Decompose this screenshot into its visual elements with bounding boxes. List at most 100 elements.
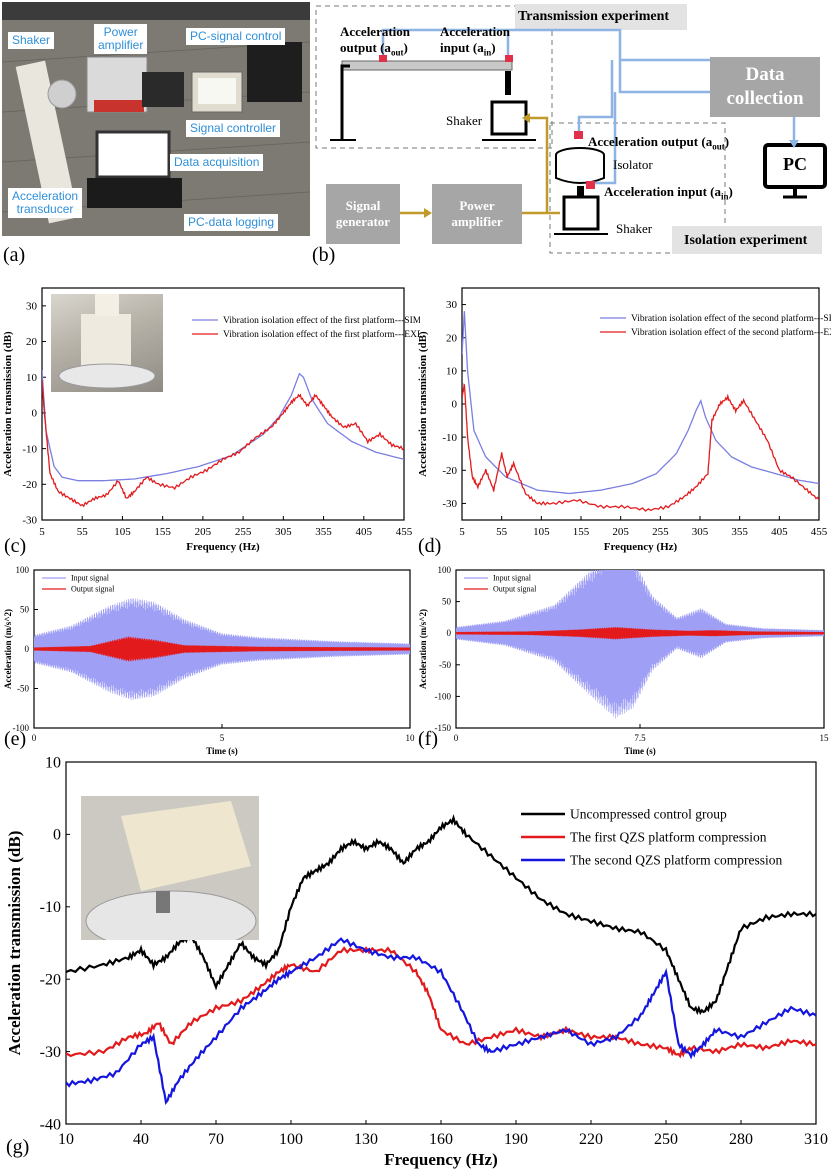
y-tick-label: 0: [53, 827, 61, 844]
power-amplifier-box: Power amplifier: [451, 198, 503, 229]
series-line-2: [66, 946, 816, 1059]
legend-label-1: Vibration isolation effect of the first …: [223, 315, 420, 326]
x-axis-label: Frequency (Hz): [604, 541, 678, 553]
y-tick-label: 50: [20, 605, 30, 615]
x-tick-label: 280: [729, 1131, 753, 1148]
y-tick-label: -10: [22, 443, 37, 455]
label-data-acquisition: Data acquisition: [170, 154, 264, 171]
x-tick-label: 355: [731, 526, 748, 538]
label-isolator: Isolator: [613, 157, 653, 172]
chart-e: 0 5 10 -100 -50 0 50 100 Time (s) Acceleration (m…: [3, 565, 415, 756]
x-tick-label: 5: [39, 526, 45, 538]
x-tick-label: 455: [811, 526, 828, 538]
panel-letter-f: (f): [418, 728, 438, 750]
series-line-3: [66, 937, 816, 1105]
y-tick-label: 50: [442, 597, 452, 607]
plot-frame: [41, 287, 405, 521]
y-tick-label: 10: [446, 366, 458, 378]
x-tick-label: 130: [354, 1131, 378, 1148]
series-line-2: [456, 626, 824, 640]
x-tick-label: 255: [652, 526, 669, 538]
y-tick-label: 0: [25, 644, 30, 654]
x-tick-label: 55: [77, 526, 89, 538]
x-tick-label: 405: [771, 526, 788, 538]
x-tick-label: 0: [32, 733, 37, 743]
x-axis-label: Time (s): [624, 746, 656, 756]
series-line-1: [34, 598, 410, 701]
y-tick-label: 20: [26, 336, 38, 348]
label-pc-data-logging: PC-data logging: [184, 214, 279, 231]
y-tick-label: -30: [22, 515, 37, 527]
legend-label-2: Output signal: [71, 585, 115, 594]
y-tick-label: -50: [17, 684, 29, 694]
series-line-2: [34, 636, 410, 662]
inset-photo-c: [51, 294, 163, 392]
y-tick-label: 10: [26, 372, 38, 384]
y-tick-label: 10: [45, 754, 61, 771]
panel-letter-b: (b): [312, 244, 336, 266]
x-tick-label: 10: [58, 1131, 74, 1148]
x-tick-label: 15: [820, 733, 830, 743]
x-tick-label: 220: [579, 1131, 603, 1148]
x-tick-label: 0: [454, 733, 459, 743]
y-tick-label: -40: [40, 1116, 61, 1133]
label-pc-signal-control: PC-signal control: [186, 28, 286, 45]
y-axis-label: Acceleration transmission (dB): [2, 331, 14, 477]
label-shaker: Shaker: [8, 32, 55, 49]
x-tick-label: 5: [459, 526, 465, 538]
experiment-schematic: [315, 4, 827, 254]
x-tick-label: 255: [235, 526, 252, 538]
label-isolation-output: Acceleration output (aout): [588, 134, 730, 152]
series-line-1: [462, 311, 819, 495]
y-tick-label: -30: [40, 1044, 61, 1061]
x-axis-label: Frequency (Hz): [384, 1150, 497, 1169]
panel-letter-c: (c): [4, 535, 27, 557]
y-tick-label: 30: [26, 301, 38, 313]
x-tick-label: 155: [573, 526, 590, 538]
y-tick-label: -20: [40, 972, 61, 989]
legend-label-2: Vibration isolation effect of the second…: [631, 327, 831, 338]
label-acceleration-input: Acceleration input (ain): [440, 24, 511, 58]
series-line-2: [462, 383, 819, 512]
x-tick-label: 40: [133, 1131, 149, 1148]
y-tick-label: 0: [447, 628, 452, 638]
label-isolation-input: Acceleration input (ain): [604, 184, 733, 202]
y-tick-label: -100: [435, 691, 452, 701]
transmission-experiment-title: Transmission experiment: [518, 9, 670, 24]
x-tick-label: 355: [315, 526, 332, 538]
x-tick-label: 105: [533, 526, 550, 538]
y-tick-label: -10: [40, 899, 61, 916]
experimental-setup-photo: Shaker Power amplifier PC-signal control…: [2, 2, 310, 236]
legend-label-2: Output signal: [493, 585, 537, 594]
label-power-amplifier: Power amplifier: [94, 24, 148, 54]
y-tick-label: 0: [452, 399, 458, 411]
x-tick-label: 405: [356, 526, 373, 538]
y-tick-label: -150: [435, 723, 452, 733]
chart-d: 5 55 105 155 205 255 305 355 405 455-30-20-100102…: [417, 287, 831, 553]
panel-letter-a: (a): [3, 244, 26, 266]
label-signal-controller: Signal controller: [186, 120, 281, 137]
x-tick-label: 5: [220, 733, 225, 743]
y-tick-label: 0: [32, 408, 38, 420]
x-tick-label: 105: [114, 526, 131, 538]
y-tick-label: 100: [438, 565, 452, 575]
legend-label-1: Input signal: [71, 574, 110, 583]
x-tick-label: 155: [154, 526, 171, 538]
legend-label-3: The second QZS platform compression: [570, 853, 782, 868]
x-tick-label: 100: [279, 1131, 303, 1148]
series-line-1: [66, 813, 816, 1016]
x-tick-label: 55: [496, 526, 508, 538]
chart-f: 0 7.5 15 -150 -100 -50 0 50 100 Time (s) Accelerat…: [418, 565, 830, 756]
x-tick-label: 160: [429, 1131, 453, 1148]
y-axis-label: Acceleration (m/s^2): [3, 609, 13, 689]
legend-label-1: Vibration isolation effect of the second…: [631, 313, 831, 324]
panel-letter-e: (e): [4, 728, 27, 750]
y-axis-label: Acceleration (m/s^2): [418, 609, 428, 689]
panel-letter-g: (g): [6, 1136, 30, 1158]
x-tick-label: 70: [208, 1131, 224, 1148]
x-tick-label: 205: [612, 526, 629, 538]
y-tick-label: -100: [13, 723, 30, 733]
legend-label-1: Input signal: [493, 574, 532, 583]
legend-label-2: Vibration isolation effect of the first …: [223, 329, 420, 340]
y-tick-label: -20: [442, 465, 457, 477]
